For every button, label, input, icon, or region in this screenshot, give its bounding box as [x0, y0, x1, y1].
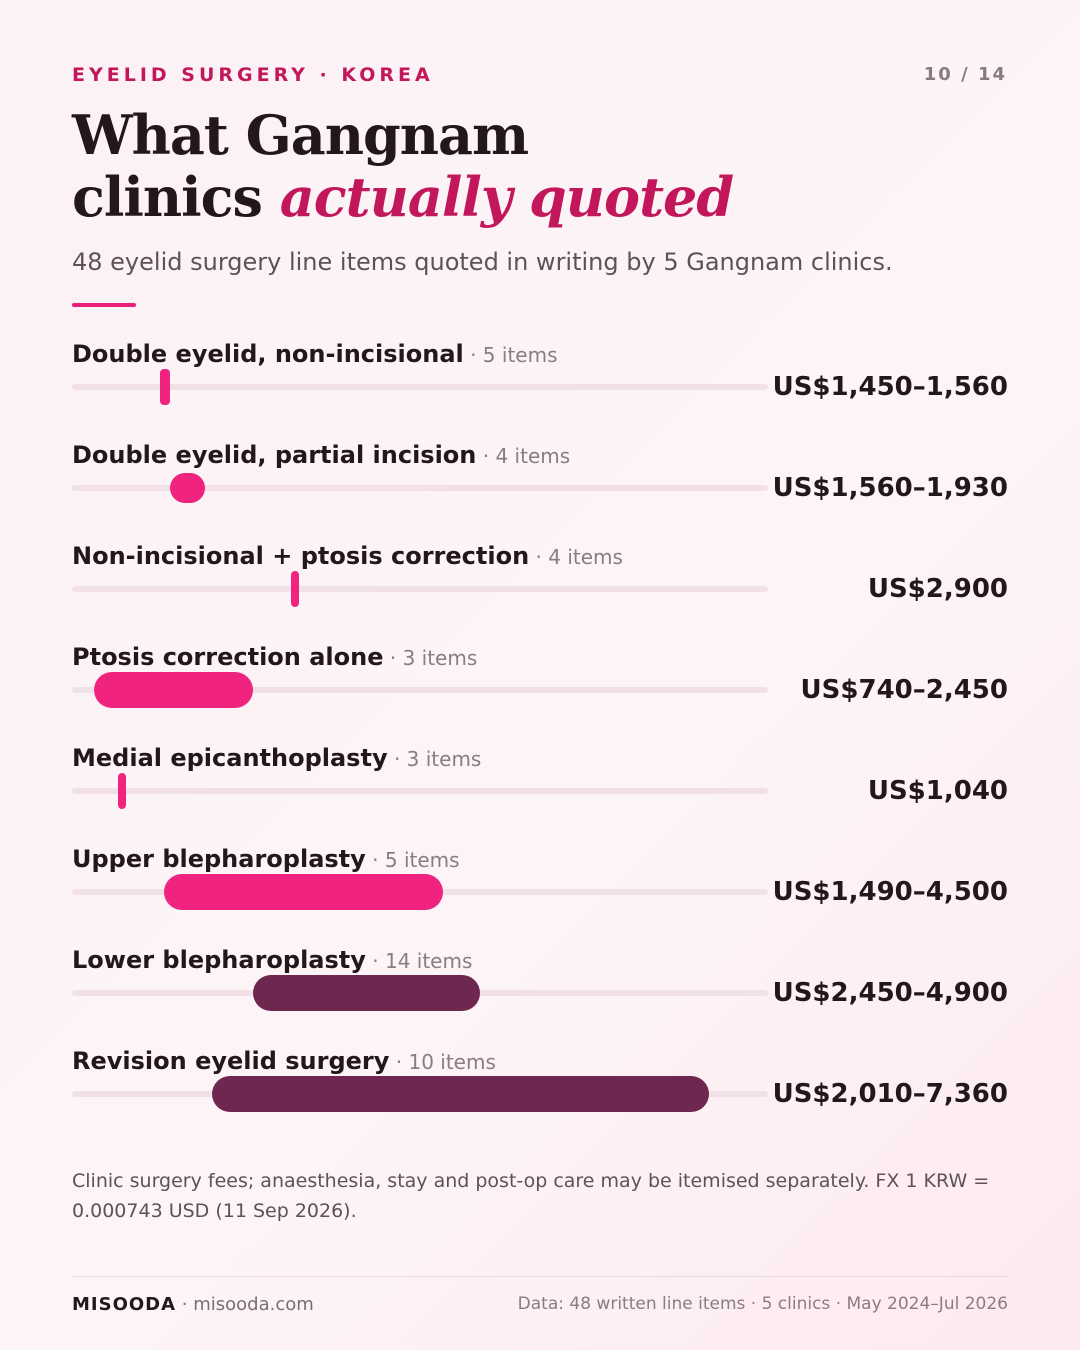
range-bar — [290, 571, 299, 607]
footnote: Clinic surgery fees; anaesthesia, stay a… — [72, 1170, 990, 1222]
row-label: Upper blepharoplasty · 5 items — [72, 845, 460, 873]
range-track — [72, 672, 768, 708]
row-label: Medial epicanthoplasty · 3 items — [72, 744, 481, 772]
accent-rule — [72, 303, 136, 307]
category-label: Medial epicanthoplasty — [72, 744, 388, 772]
price-range-label: US$1,560–1,930 — [772, 473, 1008, 503]
range-bar — [212, 1076, 709, 1112]
row-label: Lower blepharoplasty · 14 items — [72, 946, 472, 974]
category-label: Double eyelid, non-incisional — [72, 340, 464, 368]
price-range-label: US$2,010–7,360 — [772, 1079, 1008, 1109]
category-label: Upper blepharoplasty — [72, 845, 366, 873]
data-source: Data: 48 written line items · 5 clinics … — [517, 1294, 1008, 1314]
item-count-label: · 14 items — [365, 949, 473, 973]
chart-row: Upper blepharoplasty · 5 items US$1,490–4… — [72, 845, 1008, 945]
chart-row: Double eyelid, non-incisional · 5 items U… — [72, 340, 1008, 440]
chart-row: Double eyelid, partial incision · 4 item… — [72, 441, 1008, 541]
chart-row: Non-incisional + ptosis correction · 4 i… — [72, 542, 1008, 642]
category-label: Revision eyelid surgery — [72, 1047, 390, 1075]
chart-row: Ptosis correction alone · 3 items US$740–… — [72, 643, 1008, 743]
brand: MISOODA · misooda.com — [72, 1294, 314, 1315]
chart-row: Medial epicanthoplasty · 3 items US$1,040 — [72, 744, 1008, 844]
page-indicator: 10 / 14 — [923, 64, 1007, 85]
price-range-label: US$2,900 — [867, 574, 1008, 604]
subtitle: 48 eyelid surgery line items quoted in w… — [72, 248, 893, 276]
item-count-label: · 4 items — [529, 545, 623, 569]
brand-url: · misooda.com — [176, 1294, 314, 1315]
range-track — [72, 369, 768, 405]
row-label: Ptosis correction alone · 3 items — [72, 643, 477, 671]
row-label: Double eyelid, partial incision · 4 item… — [72, 441, 570, 469]
footer-divider — [72, 1276, 1008, 1277]
range-bar — [163, 874, 444, 910]
category-label: Double eyelid, partial incision — [72, 441, 477, 469]
title-line-2: clinics — [72, 165, 280, 229]
range-bar — [94, 672, 253, 708]
page-title: What Gangnam clinics actually quoted — [72, 104, 832, 228]
price-range-label: US$1,450–1,560 — [772, 372, 1008, 402]
title-line-1: What Gangnam — [72, 103, 529, 167]
range-track — [72, 975, 768, 1011]
range-bar — [118, 773, 127, 809]
chart-row: Revision eyelid surgery · 10 items US$2,0… — [72, 1047, 1008, 1147]
brand-name: MISOODA — [72, 1294, 177, 1315]
item-count-label: · 4 items — [476, 444, 571, 468]
row-label: Revision eyelid surgery · 10 items — [72, 1047, 496, 1075]
category-label: Ptosis correction alone — [72, 643, 384, 671]
item-count-label: · 5 items — [463, 343, 558, 367]
range-track — [72, 874, 768, 910]
range-track — [72, 1076, 768, 1112]
category-label: Non-incisional + ptosis correction — [72, 542, 530, 570]
chart-row: Lower blepharoplasty · 14 items US$2,450–… — [72, 946, 1008, 1046]
item-count-label: · 10 items — [389, 1050, 496, 1074]
category-label: Lower blepharoplasty — [72, 946, 366, 974]
range-track — [72, 473, 768, 503]
item-count-label: · 3 items — [383, 646, 478, 670]
title-accent: actually quoted — [279, 165, 734, 229]
range-bar — [170, 473, 205, 503]
item-count-label: · 5 items — [365, 848, 460, 872]
eyebrow: EYELID SURGERY · KOREA — [72, 64, 434, 86]
range-track — [72, 571, 768, 607]
range-bar — [160, 369, 171, 405]
item-count-label: · 3 items — [387, 747, 482, 771]
price-range-label: US$1,040 — [867, 776, 1008, 806]
price-range-label: US$1,490–4,500 — [772, 877, 1008, 907]
price-range-label: US$2,450–4,900 — [772, 978, 1008, 1008]
row-label: Non-incisional + ptosis correction · 4 i… — [72, 542, 623, 570]
range-track — [72, 773, 768, 809]
range-bar — [252, 975, 481, 1011]
price-range-label: US$740–2,450 — [800, 675, 1008, 705]
row-label: Double eyelid, non-incisional · 5 items — [72, 340, 558, 368]
